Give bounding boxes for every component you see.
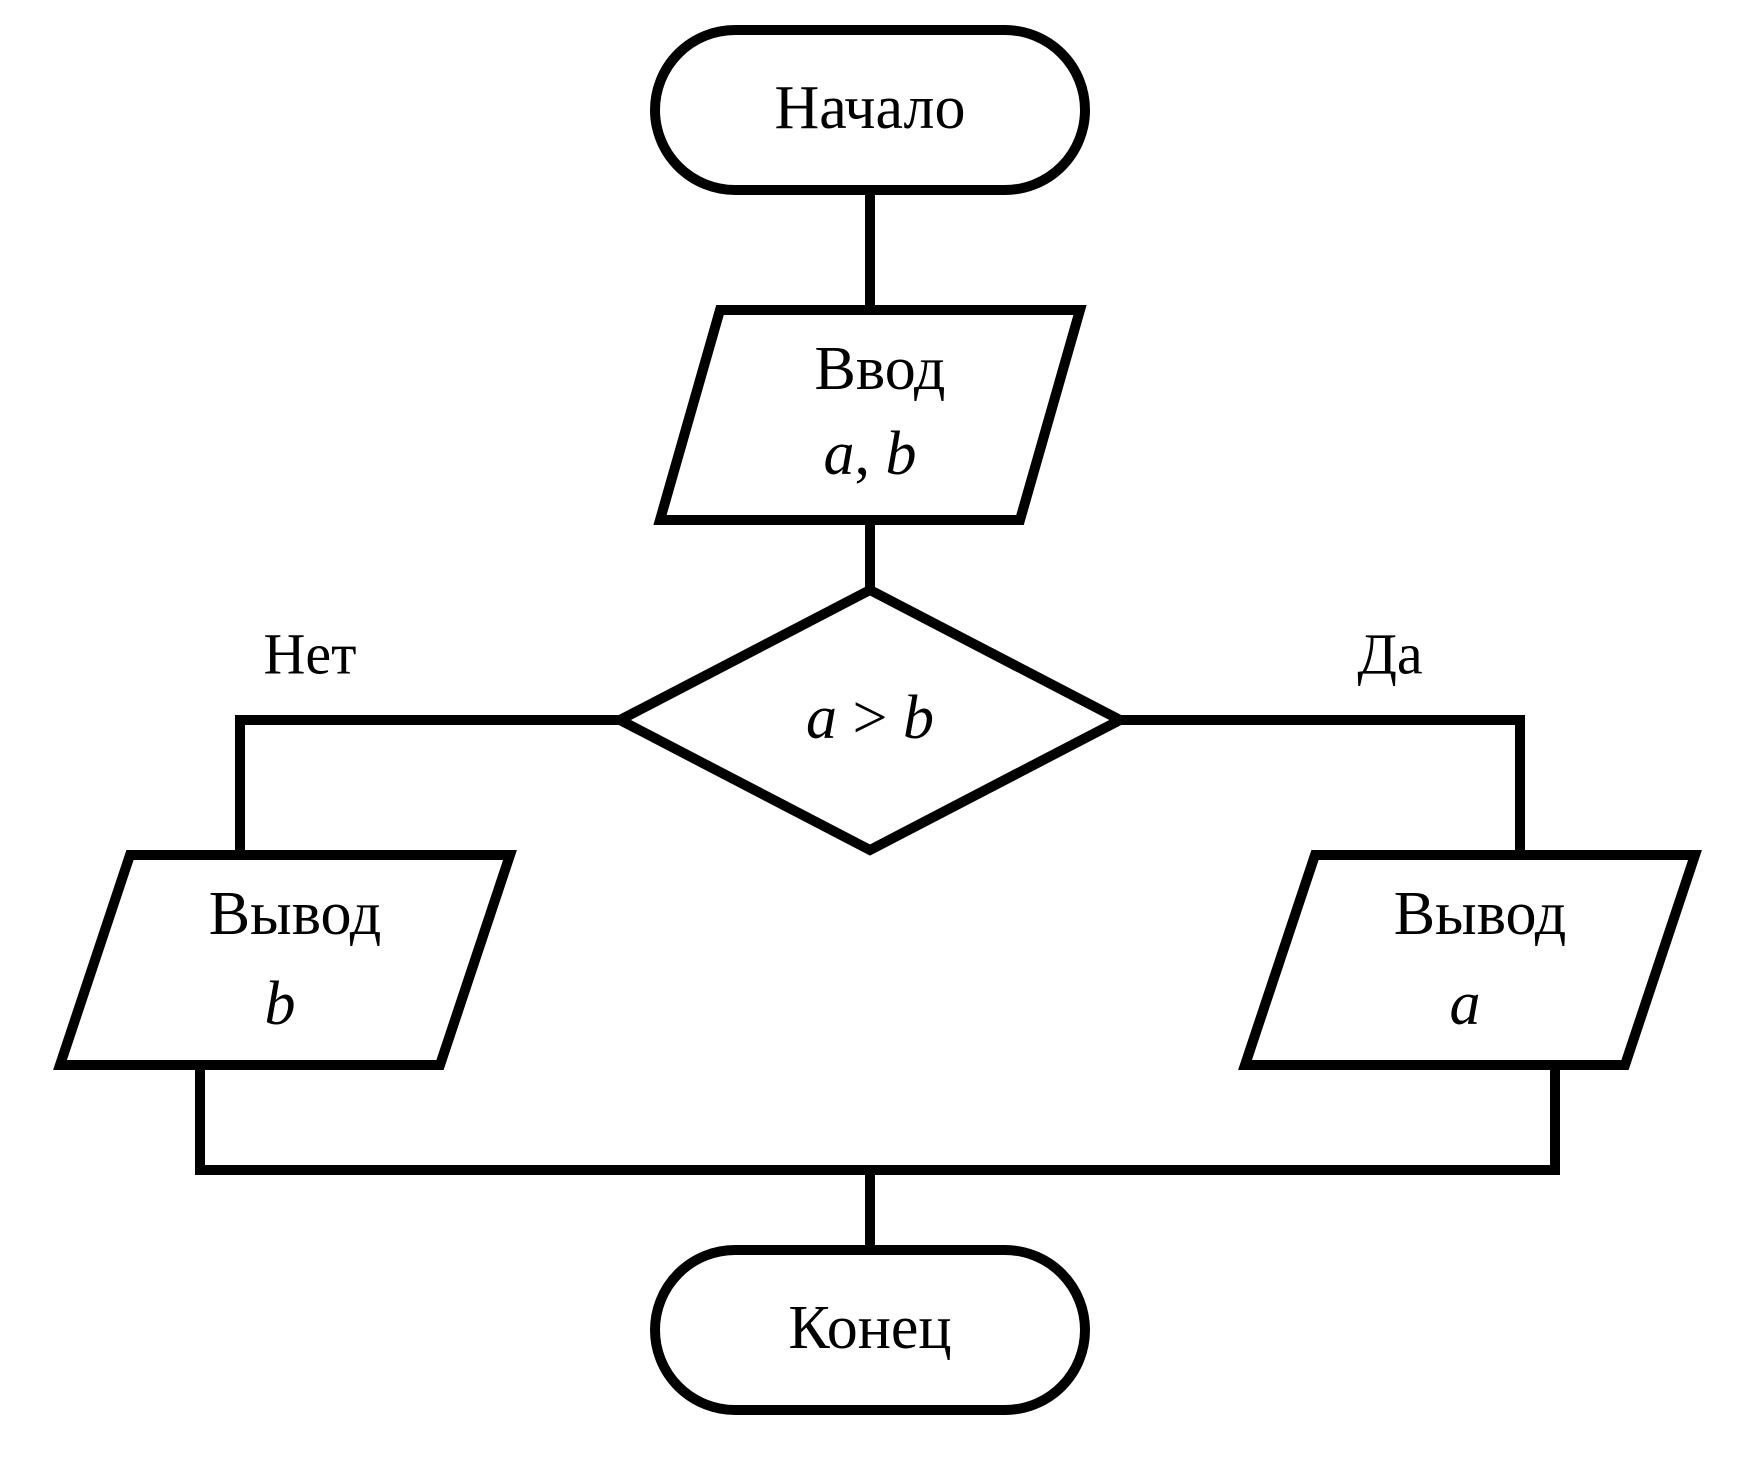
- input-line1: Ввод: [815, 335, 946, 403]
- edge-out_no-end: [200, 1065, 870, 1250]
- end-label: Конец: [788, 1294, 951, 1362]
- out_no-line1: Вывод: [209, 880, 382, 948]
- edge-label-Нет: Нет: [264, 621, 357, 686]
- start-label: Начало: [775, 74, 966, 142]
- input-line2: a, b: [824, 420, 917, 488]
- edge-out_yes-end: [870, 1065, 1555, 1170]
- edge-label-Да: Да: [1357, 621, 1422, 686]
- decision-expr: a > b: [806, 684, 934, 752]
- edge-decision-out_no: [240, 720, 620, 855]
- edge-decision-out_yes: [1120, 720, 1520, 855]
- out_yes-var: a: [1450, 970, 1481, 1038]
- out_no-var: b: [265, 970, 296, 1038]
- out_yes-line1: Вывод: [1394, 880, 1567, 948]
- flowchart-canvas: Нет Да Начало Ввод a, b a > b Вывод b Вывод a Коне…: [0, 0, 1745, 1461]
